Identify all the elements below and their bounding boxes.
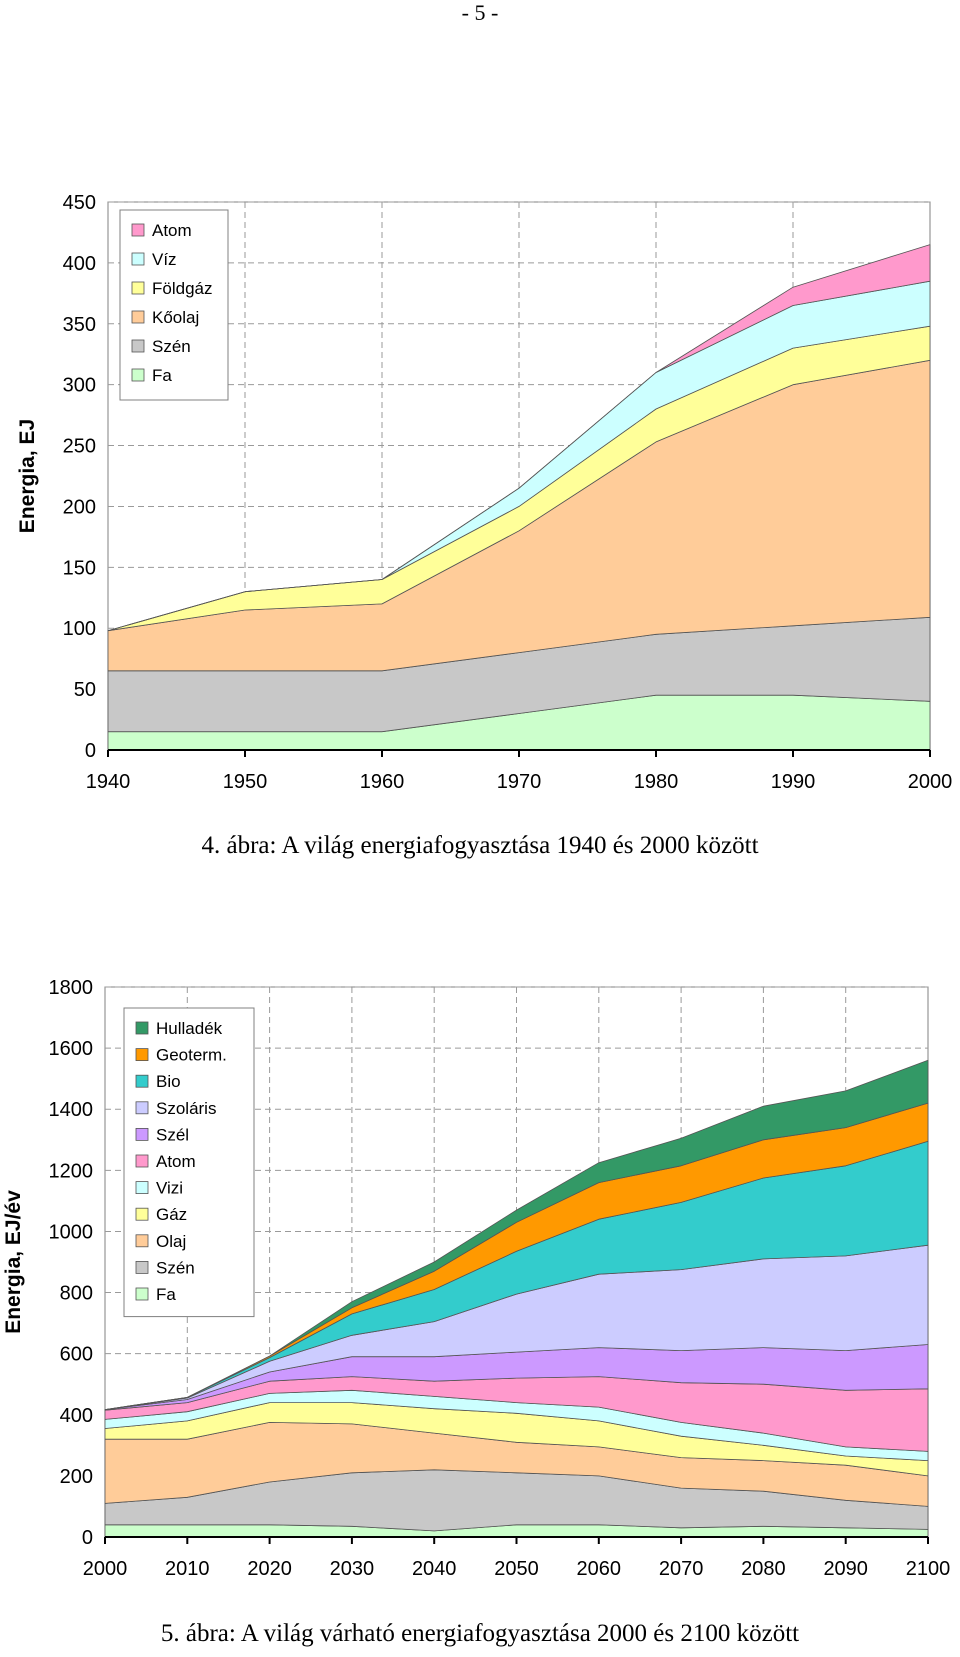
legend-swatch-szel <box>135 1127 149 1141</box>
legend-swatch-gaz <box>135 1207 149 1221</box>
chart-world-energy-forecast-2000-2100: 0 200 400 600 800 1000 1200 1400 1600 1800 2000 201… <box>2 977 950 1580</box>
x-tick-label: 1980 <box>634 771 679 793</box>
y-tick-label: 400 <box>60 1405 93 1427</box>
figure-caption-4: 4. ábra: A világ energiafogyasztása 1940… <box>201 832 759 859</box>
x-tick-label: 2080 <box>741 1558 786 1580</box>
y-tick-label: 1800 <box>49 977 94 999</box>
x-tick-label: 2010 <box>165 1558 210 1580</box>
x-tick-label: 2090 <box>823 1558 868 1580</box>
y-tick-label: 600 <box>60 1344 93 1366</box>
x-tick-label: 2020 <box>247 1558 292 1580</box>
x-tick-label: 2070 <box>659 1558 704 1580</box>
legend-label-fa: Fa <box>152 366 172 385</box>
chart-world-energy-1940-2000: 0 50 100 150 200 250 300 350 400 450 1940 1950 1960 1… <box>16 192 953 793</box>
legend-swatch-szen <box>135 1260 149 1274</box>
y-tick-label: 0 <box>85 740 96 762</box>
legend-label-olaj: Olaj <box>156 1232 186 1251</box>
legend-swatch-fa <box>131 368 145 382</box>
legend-swatch-hulladek <box>135 1021 149 1035</box>
legend-label-gaz: Gáz <box>156 1205 187 1224</box>
x-tick-label: 2100 <box>906 1558 951 1580</box>
y-tick-label: 400 <box>63 253 96 275</box>
legend-swatch-viz <box>131 252 145 266</box>
legend-swatch-atom <box>131 223 145 237</box>
legend-swatch-szolaris <box>135 1101 149 1115</box>
y-axis-label: Energia, EJ/év <box>2 1190 25 1334</box>
legend-label-viz: Víz <box>152 250 177 269</box>
y-tick-label: 50 <box>74 679 96 701</box>
legend-swatch-foldgaz <box>131 281 145 295</box>
legend-swatch-vizi <box>135 1181 149 1195</box>
legend: Hulladék Geoterm. Bio Szoláris Szél Atom Vizi G… <box>123 1007 255 1318</box>
page-number: - 5 - <box>461 0 499 25</box>
legend-swatch-bio <box>135 1074 149 1088</box>
legend-label-hulladek: Hulladék <box>156 1019 223 1038</box>
legend-label-vizi: Vizi <box>156 1179 183 1198</box>
y-tick-label: 150 <box>63 557 96 579</box>
x-tick-label: 2000 <box>908 771 953 793</box>
legend-label-szel: Szél <box>156 1125 189 1144</box>
legend-label-atom: Atom <box>152 221 192 240</box>
y-tick-label: 200 <box>63 496 96 518</box>
y-tick-label: 1600 <box>49 1038 94 1060</box>
y-tick-label: 200 <box>60 1466 93 1488</box>
y-tick-label: 350 <box>63 314 96 336</box>
y-tick-label: 1200 <box>49 1160 94 1182</box>
y-tick-label: 450 <box>63 192 96 214</box>
y-axis-label: Energia, EJ <box>16 419 39 533</box>
legend-swatch-geoterm <box>135 1048 149 1061</box>
area-series-hulladek <box>104 1059 929 1410</box>
x-tick-label: 1990 <box>771 771 816 793</box>
y-tick-label: 1400 <box>49 1099 94 1121</box>
x-tick-label: 2030 <box>330 1558 375 1580</box>
area-series-atom <box>107 244 931 632</box>
legend-label-atom: Atom <box>156 1152 196 1171</box>
y-tick-label: 0 <box>82 1527 93 1549</box>
legend-label-szen: Szén <box>152 337 191 356</box>
x-tick-label: 1970 <box>497 771 542 793</box>
x-tick-label: 2000 <box>83 1558 128 1580</box>
x-tick-label: 2060 <box>577 1558 622 1580</box>
legend-label-szolaris: Szoláris <box>156 1099 216 1118</box>
legend-label-geoterm: Geoterm. <box>156 1046 227 1065</box>
y-tick-label: 250 <box>63 436 96 458</box>
legend-label-bio: Bio <box>156 1072 181 1091</box>
x-tick-label: 2050 <box>494 1558 539 1580</box>
x-tick-label: 1960 <box>360 771 405 793</box>
legend-box <box>119 209 229 401</box>
x-tick-label: 1950 <box>223 771 268 793</box>
legend: Atom Víz Földgáz Kőolaj Szén Fa <box>119 209 229 401</box>
x-tick-label: 1940 <box>86 771 131 793</box>
figure-caption-5: 5. ábra: A világ várható energiafogyaszt… <box>160 1620 800 1647</box>
legend-swatch-olaj <box>135 1234 149 1248</box>
legend-swatch-fa <box>135 1287 149 1301</box>
x-tick-label: 2040 <box>412 1558 457 1580</box>
legend-swatch-koolaj <box>131 310 145 324</box>
y-tick-label: 300 <box>63 375 96 397</box>
y-tick-label: 800 <box>60 1283 93 1305</box>
y-tick-label: 100 <box>63 618 96 640</box>
legend-label-foldgaz: Földgáz <box>152 279 212 298</box>
legend-label-szen: Szén <box>156 1258 195 1277</box>
legend-swatch-szen <box>131 339 145 353</box>
y-tick-label: 1000 <box>49 1221 94 1243</box>
legend-label-koolaj: Kőolaj <box>152 308 199 327</box>
legend-swatch-atom <box>135 1154 149 1168</box>
legend-label-fa: Fa <box>156 1285 176 1304</box>
